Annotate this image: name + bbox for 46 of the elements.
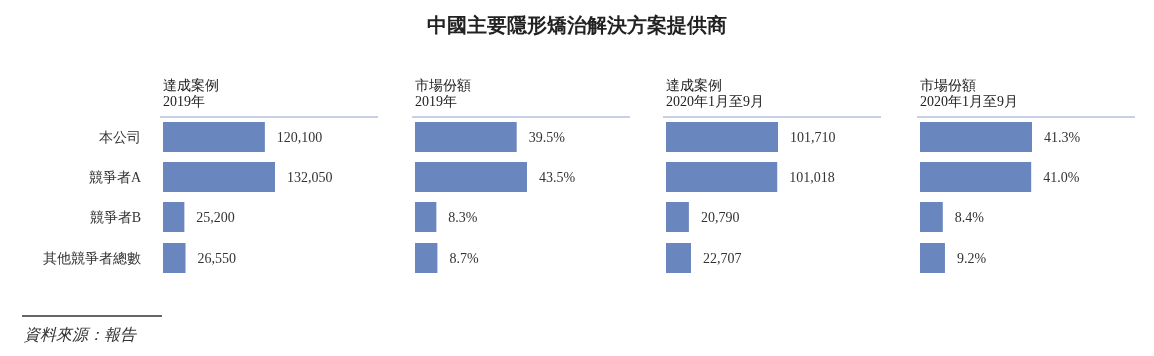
bar	[666, 162, 778, 192]
chart-title: 市場份額	[920, 78, 976, 93]
y-tick-label: 競爭者B	[89, 210, 141, 225]
data-label: 101,018	[789, 170, 835, 185]
bar	[163, 162, 275, 192]
chart-subtitle: 2020年1月至9月	[920, 94, 1018, 109]
data-label: 8.4%	[954, 210, 985, 225]
source-note: 資料來源：報告	[24, 326, 137, 343]
bar	[415, 162, 527, 192]
data-label: 41.0%	[1043, 170, 1080, 185]
text: 中國主要隱形矯治解決方案提供商	[427, 14, 727, 36]
chart-subtitle: 2019年	[415, 94, 457, 109]
bar	[666, 202, 689, 232]
bar	[163, 202, 185, 232]
y-tick-label: 本公司	[99, 130, 141, 145]
chart-title: 市場份額	[415, 78, 471, 93]
bar	[666, 243, 691, 273]
chart-subtitle: 2019年	[163, 94, 205, 109]
bar	[920, 162, 1032, 192]
bar	[920, 122, 1032, 152]
y-tick-label: 其他競爭者總數	[43, 251, 141, 266]
data-label: 43.5%	[539, 170, 576, 185]
data-label: 22,707	[703, 251, 742, 266]
data-label: 20,790	[700, 210, 740, 225]
bar	[415, 243, 438, 273]
bar	[920, 243, 945, 273]
data-label: 120,100	[276, 130, 323, 145]
y-tick-label: 競爭者A	[88, 170, 142, 185]
data-label: 41.3%	[1044, 130, 1081, 145]
data-label: 39.5%	[528, 130, 566, 145]
bar	[415, 122, 517, 152]
bar	[163, 243, 186, 273]
data-label: 132,050	[287, 170, 333, 185]
chart-title: 達成案例	[666, 77, 722, 93]
chart-subtitle: 2020年1月至9月	[666, 94, 764, 109]
chart-title: 達成案例	[163, 77, 219, 93]
data-label: 8.3%	[448, 210, 478, 225]
data-label: 8.7%	[449, 251, 479, 266]
data-label: 9.2%	[956, 251, 987, 266]
data-label: 101,710	[790, 130, 836, 145]
bar	[163, 122, 265, 152]
bar	[666, 122, 778, 152]
bar	[415, 202, 437, 232]
bar	[920, 202, 943, 232]
data-label: 25,200	[196, 210, 235, 225]
data-label: 26,550	[197, 251, 237, 266]
